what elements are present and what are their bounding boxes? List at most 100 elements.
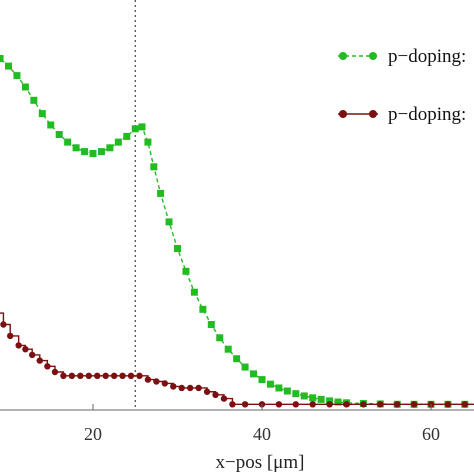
legend-swatch-1-marker xyxy=(339,52,347,60)
series-2-point-30 xyxy=(220,395,228,402)
x-axis-title: x−pos [μm] xyxy=(216,452,305,473)
series-1-point-4 xyxy=(13,72,21,80)
series-2 xyxy=(0,312,474,408)
series-1-point-25 xyxy=(182,267,190,275)
series-1-point-3 xyxy=(5,62,12,70)
series-1-point-24 xyxy=(174,245,181,252)
series-2-point-7 xyxy=(28,351,36,359)
x-tick-label-20: 20 xyxy=(84,424,102,444)
series-1-point-43 xyxy=(334,398,342,406)
series-1-point-23 xyxy=(165,218,173,226)
series-2-point-36 xyxy=(309,401,316,408)
series-2-point-14 xyxy=(85,372,92,379)
series-1-point-16 xyxy=(114,138,122,146)
series-2-point-11 xyxy=(60,372,67,379)
series-1-point-15 xyxy=(106,144,114,152)
series-1-point-32 xyxy=(241,363,249,371)
series-2-point-18 xyxy=(119,372,126,379)
series-2-line xyxy=(0,312,474,405)
series-1-line xyxy=(0,57,474,405)
series-2-point-32 xyxy=(241,401,249,408)
legend-label-2: p−doping: xyxy=(388,104,466,125)
series-1-point-5 xyxy=(21,83,29,91)
series-2-point-27 xyxy=(195,384,202,392)
series-2-point-19 xyxy=(127,372,135,379)
series-1-point-36 xyxy=(275,384,283,392)
series-2-point-16 xyxy=(102,372,109,379)
series-2-point-45 xyxy=(461,401,468,408)
series-2-point-5 xyxy=(15,342,22,349)
series-1-point-12 xyxy=(81,148,89,156)
series-2-point-10 xyxy=(51,368,59,376)
series-2-point-40 xyxy=(377,401,384,408)
legend-swatch-1-marker-2 xyxy=(369,52,377,60)
series-1-point-39 xyxy=(300,392,308,400)
series-1-point-19 xyxy=(138,123,146,131)
series-2-point-39 xyxy=(360,401,367,408)
series-1-point-22 xyxy=(157,189,165,197)
series-2-point-38 xyxy=(343,401,350,408)
series-2-point-4 xyxy=(6,332,14,340)
series-1-point-11 xyxy=(72,144,80,152)
series-2-point-34 xyxy=(275,401,283,408)
series-1-point-41 xyxy=(317,395,325,403)
series-2-point-17 xyxy=(110,372,118,379)
series-layer xyxy=(0,55,474,408)
x-tick-label-40: 40 xyxy=(253,424,271,444)
legend-label-1: p−doping: xyxy=(388,46,466,67)
series-2-point-12 xyxy=(68,372,76,379)
series-2-point-29 xyxy=(212,391,219,398)
series-1-point-20 xyxy=(144,138,152,146)
series-1-point-10 xyxy=(64,138,72,146)
series-2-point-31 xyxy=(229,401,236,408)
series-2-point-9 xyxy=(44,363,51,370)
series-2-point-37 xyxy=(326,401,333,408)
series-1-point-31 xyxy=(233,355,241,363)
series-1-point-2 xyxy=(0,55,4,62)
series-2-point-8 xyxy=(36,357,43,364)
series-2-point-21 xyxy=(144,376,152,383)
series-2-point-42 xyxy=(410,401,418,408)
series-1-point-38 xyxy=(292,390,300,398)
series-2-point-26 xyxy=(186,384,194,392)
series-2-point-35 xyxy=(292,401,299,408)
series-2-point-41 xyxy=(394,401,401,408)
series-2-point-22 xyxy=(153,378,160,385)
series-1-point-29 xyxy=(216,334,224,342)
series-1-point-21 xyxy=(150,163,158,171)
series-1-point-35 xyxy=(266,380,274,388)
series-1-point-26 xyxy=(190,288,198,296)
series-1-point-37 xyxy=(283,387,291,395)
series-1-point-30 xyxy=(224,345,232,353)
legend-item-2: p−doping: xyxy=(338,104,466,125)
series-1-point-33 xyxy=(250,370,258,378)
series-1-point-18 xyxy=(131,125,139,133)
series-1 xyxy=(0,55,474,408)
x-tick-label-60: 60 xyxy=(422,424,440,444)
x-tick-layer: 20 40 60 xyxy=(84,404,440,444)
series-2-point-15 xyxy=(94,372,101,379)
series-2-point-25 xyxy=(178,384,185,392)
series-2-point-44 xyxy=(444,401,452,408)
series-1-point-7 xyxy=(38,110,46,118)
series-1-point-28 xyxy=(207,321,215,328)
legend: p−doping: p−doping: xyxy=(338,46,466,125)
series-1-point-6 xyxy=(30,96,38,104)
legend-item-1: p−doping: xyxy=(338,46,466,67)
series-1-point-17 xyxy=(123,132,131,140)
series-2-point-13 xyxy=(77,372,84,379)
series-1-point-27 xyxy=(199,305,207,313)
series-2-point-20 xyxy=(136,372,143,379)
series-1-point-8 xyxy=(47,121,55,129)
series-2-point-24 xyxy=(170,383,177,390)
series-2-point-28 xyxy=(203,388,211,395)
legend-swatch-2-marker-2 xyxy=(369,110,377,118)
series-2-point-6 xyxy=(22,346,29,353)
series-2-point-3 xyxy=(0,321,7,328)
series-1-point-42 xyxy=(326,397,334,405)
series-1-point-9 xyxy=(55,131,63,138)
series-1-point-40 xyxy=(309,394,317,402)
series-1-point-14 xyxy=(97,148,105,156)
series-1-point-13 xyxy=(89,150,97,157)
